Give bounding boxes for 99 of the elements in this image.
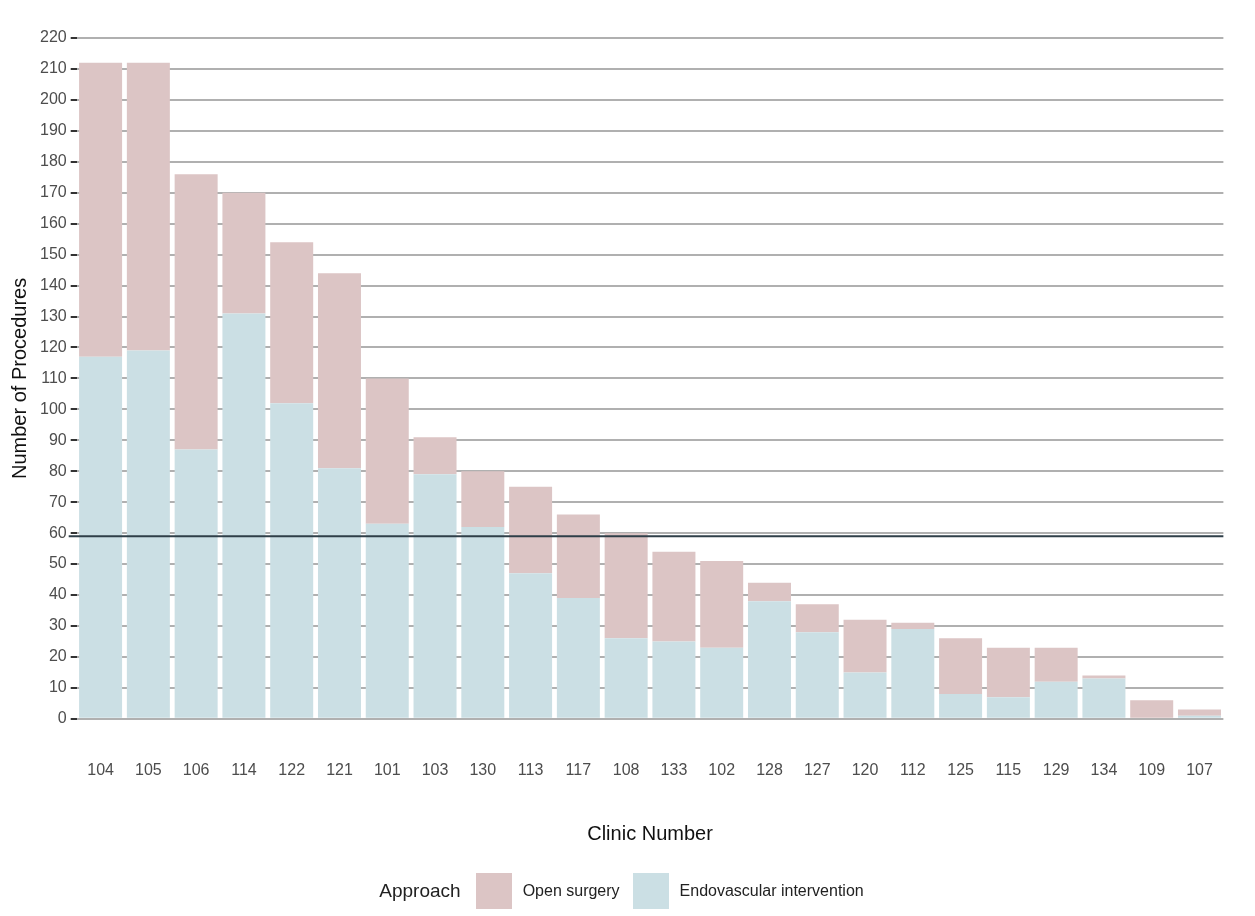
- x-tick-label: 107: [1186, 760, 1213, 778]
- bar: [79, 356, 123, 718]
- bar: [1082, 678, 1126, 718]
- y-tick-label: 200: [39, 90, 67, 108]
- x-tick-label: 102: [708, 760, 736, 778]
- y-tick-label: 40: [48, 585, 67, 603]
- bar: [843, 619, 887, 673]
- bar: [222, 192, 266, 314]
- bar: [747, 582, 791, 602]
- x-tick-label: 103: [421, 760, 449, 778]
- y-tick-label: 140: [39, 275, 67, 293]
- bar: [556, 514, 600, 599]
- x-tick-label: 117: [565, 760, 592, 778]
- bar: [317, 468, 361, 718]
- bar: [1130, 700, 1174, 718]
- bar: [509, 573, 553, 718]
- y-tick-label: 60: [48, 523, 67, 541]
- bar: [413, 437, 457, 475]
- x-tick-label: 134: [1090, 760, 1118, 778]
- y-tick-label: 0: [57, 709, 67, 727]
- y-tick-label: 220: [39, 28, 67, 46]
- bar: [795, 632, 839, 718]
- y-tick-label: 120: [39, 337, 67, 355]
- x-tick-label: 130: [469, 760, 497, 778]
- legend-label: Open surgery: [522, 882, 620, 900]
- bar: [939, 694, 983, 718]
- x-tick-label: 109: [1138, 760, 1166, 778]
- bar: [270, 242, 314, 404]
- bar: [700, 647, 744, 718]
- x-tick-label: 133: [660, 760, 688, 778]
- bar: [652, 641, 696, 718]
- x-tick-label: 125: [947, 760, 975, 778]
- bar: [222, 313, 266, 718]
- bar: [891, 622, 935, 630]
- x-tick-label: 101: [373, 760, 401, 778]
- x-tick-label: 104: [87, 760, 115, 778]
- bar: [795, 604, 839, 633]
- x-tick-label: 114: [231, 760, 257, 778]
- y-tick-label: 50: [48, 554, 67, 572]
- y-tick-label: 130: [39, 306, 67, 324]
- bar: [174, 174, 218, 450]
- y-tick-label: 90: [48, 430, 67, 448]
- bar: [413, 474, 457, 718]
- x-tick-label: 106: [182, 760, 210, 778]
- bar: [461, 526, 505, 718]
- x-tick-label: 115: [995, 760, 1022, 778]
- y-tick-label: 160: [39, 214, 67, 232]
- y-tick-label: 110: [41, 368, 67, 386]
- x-tick-label: 128: [756, 760, 783, 778]
- bar: [365, 378, 409, 524]
- y-tick-label: 180: [39, 152, 67, 170]
- bar: [747, 601, 791, 718]
- bar: [843, 672, 887, 718]
- bar: [126, 62, 170, 351]
- bar: [604, 533, 648, 639]
- x-tick-label: 113: [517, 760, 544, 778]
- bar: [1177, 715, 1221, 718]
- y-tick-label: 170: [39, 183, 67, 201]
- bar: [461, 471, 505, 527]
- bar: [174, 449, 218, 718]
- x-tick-label: 120: [851, 760, 879, 778]
- y-tick-label: 10: [48, 678, 67, 696]
- x-tick-label: 121: [326, 760, 353, 778]
- legend-title: Approach: [379, 880, 461, 902]
- y-tick-label: 70: [48, 492, 67, 510]
- x-tick-label: 127: [803, 760, 831, 778]
- bar: [317, 273, 361, 469]
- bar: [365, 523, 409, 718]
- x-tick-label: 122: [278, 760, 306, 778]
- bar: [891, 629, 935, 718]
- legend-label: Endovascular intervention: [679, 882, 864, 900]
- bar: [79, 62, 123, 357]
- bar: [126, 350, 170, 718]
- y-tick-label: 150: [39, 245, 67, 263]
- bar: [1034, 681, 1078, 718]
- y-tick-label: 190: [39, 121, 67, 139]
- x-axis-title: Clinic Number: [587, 821, 714, 844]
- bar: [556, 598, 600, 718]
- bar: [1177, 709, 1221, 716]
- x-tick-label: 112: [900, 760, 926, 778]
- x-tick-label: 129: [1042, 760, 1070, 778]
- bar: [986, 697, 1030, 718]
- x-tick-label: 108: [612, 760, 640, 778]
- y-tick-label: 100: [39, 399, 67, 417]
- bar: [700, 560, 744, 648]
- y-tick-label: 210: [39, 59, 67, 77]
- y-tick-label: 20: [48, 647, 67, 665]
- bar: [939, 638, 983, 695]
- y-axis-title: Number of Procedures: [7, 277, 30, 479]
- bar: [509, 486, 553, 574]
- y-tick-label: 30: [48, 616, 67, 634]
- bar: [986, 647, 1030, 698]
- y-tick-label: 80: [48, 461, 67, 479]
- bar: [270, 403, 314, 718]
- bar: [604, 638, 648, 718]
- bar: [652, 551, 696, 642]
- x-tick-label: 105: [135, 760, 162, 778]
- bar: [1082, 675, 1126, 679]
- bar: [1034, 647, 1078, 682]
